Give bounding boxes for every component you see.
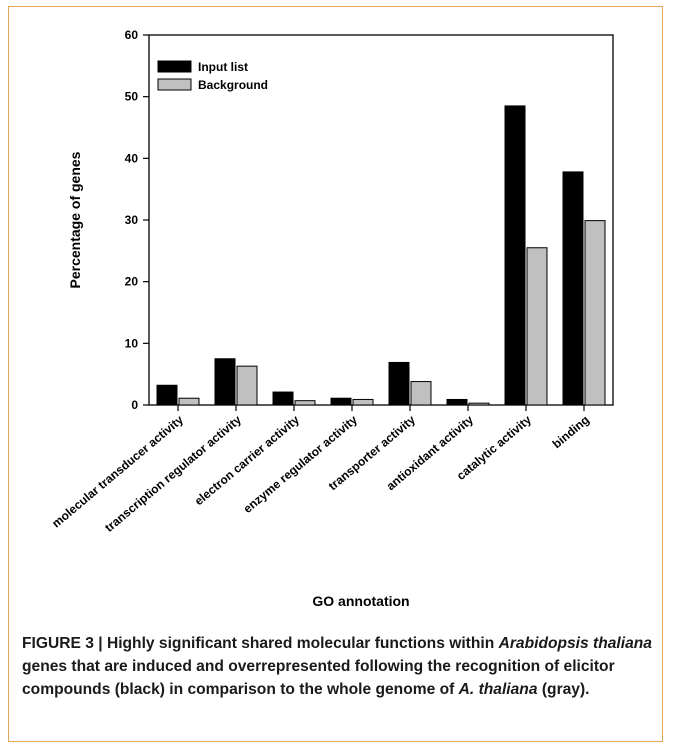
x-tick-label: enzyme regulator activity (241, 412, 361, 516)
x-tick-label: binding (550, 413, 592, 452)
bar-background (410, 381, 432, 406)
caption-text: (gray). (537, 681, 590, 698)
bar-input-list (504, 105, 526, 406)
y-tick-label: 30 (125, 213, 139, 227)
caption-italic-text: Arabidopsis thaliana (498, 635, 652, 652)
bar-input-list (272, 391, 294, 406)
bar-background (526, 247, 548, 406)
caption-italic-text: A. thaliana (458, 681, 538, 698)
legend-label: Background (198, 78, 268, 92)
bar-input-list (388, 361, 410, 406)
y-tick-label: 0 (131, 398, 138, 412)
bar-input-list (330, 397, 352, 406)
caption-text: FIGURE 3 | Highly significant shared mol… (22, 635, 499, 652)
legend-label: Input list (198, 60, 248, 74)
bar-background (294, 400, 316, 406)
legend-swatch (157, 60, 192, 73)
bar-background (178, 397, 200, 406)
y-tick-label: 10 (125, 336, 139, 350)
bar-background (468, 402, 490, 406)
bar-input-list (446, 398, 468, 406)
bar-input-list (214, 358, 236, 406)
x-tick-label: electron carrier activity (192, 412, 302, 508)
legend-swatch (157, 78, 192, 91)
y-axis-label: Percentage of genes (67, 151, 83, 288)
y-tick-label: 40 (125, 151, 139, 165)
bar-input-list (156, 384, 178, 406)
figure-frame (8, 6, 663, 742)
y-tick-label: 60 (125, 28, 139, 42)
y-tick-label: 50 (125, 90, 139, 104)
bar-background (584, 220, 606, 406)
bar-input-list (562, 171, 584, 406)
y-tick-label: 20 (125, 275, 139, 289)
bar-background (352, 398, 374, 406)
bar-background (236, 365, 258, 406)
figure-caption: FIGURE 3 | Highly significant shared mol… (22, 632, 652, 701)
x-axis-label: GO annotation (312, 593, 409, 609)
caption-text: genes that are induced and overrepresent… (22, 658, 615, 698)
